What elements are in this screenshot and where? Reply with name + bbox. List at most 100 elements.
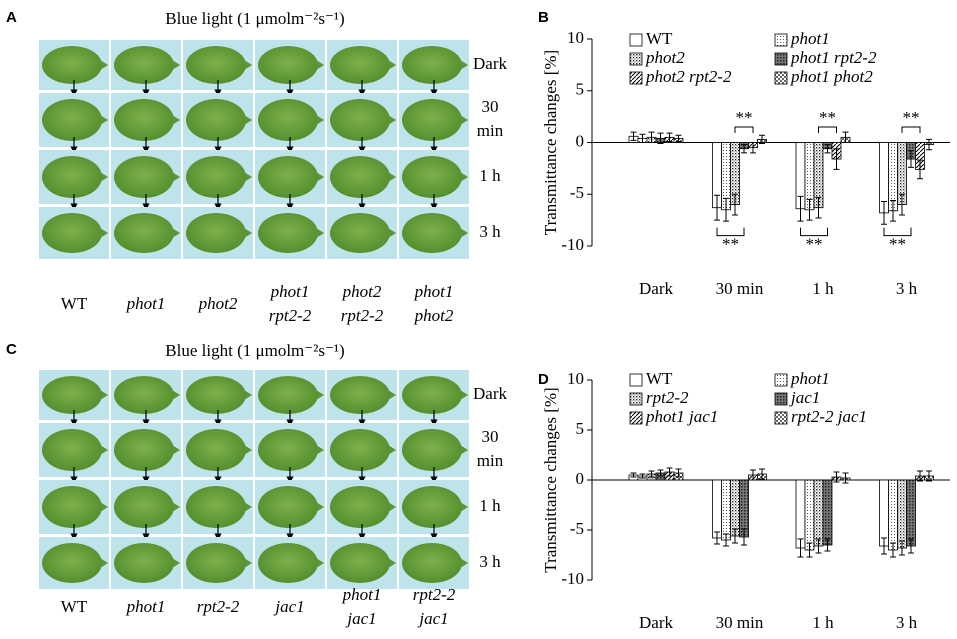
- leaf-tip: [100, 558, 108, 568]
- leaf-tip: [388, 445, 396, 455]
- leaf: [258, 156, 318, 198]
- leaf-tip: [244, 115, 252, 125]
- leaf-tip: [172, 445, 180, 455]
- leaf: [186, 486, 246, 528]
- leaf-tip: [388, 228, 396, 238]
- error-bar: [917, 159, 923, 180]
- significance-bracket: [734, 126, 754, 133]
- legend-label: phot1: [790, 29, 830, 48]
- leaf: [330, 99, 390, 141]
- leaf: [402, 99, 462, 141]
- legend-swatch: [774, 52, 788, 66]
- genotype-label: rpt2-2: [197, 597, 240, 616]
- x-tick-label: 1 h: [812, 279, 834, 298]
- leaf: [402, 376, 462, 414]
- legend-label: phot1 rpt2-2: [790, 48, 877, 67]
- error-bar: [675, 468, 682, 478]
- y-tick-label: 10: [567, 369, 584, 388]
- leaf: [42, 213, 102, 253]
- leaf: [186, 429, 246, 471]
- legend-label: phot2 rpt2-2: [645, 67, 732, 86]
- x-tick-label: 3 h: [896, 279, 918, 298]
- error-bar: [666, 132, 673, 142]
- leaf: [186, 213, 246, 253]
- leaf: [186, 99, 246, 141]
- legend-label: WT: [646, 369, 673, 388]
- leaf: [114, 429, 174, 471]
- row-label: 30: [482, 427, 499, 446]
- legend-swatch: [774, 33, 788, 47]
- leaf: [42, 156, 102, 198]
- leaf: [258, 376, 318, 414]
- bar: [879, 479, 889, 547]
- error-bar: [648, 470, 655, 478]
- error-bar: [741, 528, 747, 546]
- genotype-label: phot1: [126, 294, 166, 313]
- leaf-tip: [460, 445, 468, 455]
- legend-label: phot1 phot2: [790, 67, 873, 86]
- error-bar: [890, 542, 896, 558]
- leaf-tip: [316, 390, 324, 400]
- error-bar: [815, 538, 822, 554]
- y-tick-label: 5: [576, 80, 585, 99]
- leaf: [186, 376, 246, 414]
- panel-letter: A: [6, 9, 17, 26]
- error-bar: [630, 131, 637, 141]
- error-bar: [723, 533, 729, 547]
- leaf-tip: [100, 115, 108, 125]
- leaf-tip: [316, 172, 324, 182]
- bar: [721, 479, 731, 541]
- error-bar: [842, 472, 849, 484]
- leaf-tip: [172, 502, 180, 512]
- leaf-tip: [172, 115, 180, 125]
- leaf-tip: [460, 115, 468, 125]
- legend-swatch: [629, 411, 643, 425]
- significance-label: **: [819, 108, 836, 127]
- error-bar: [759, 468, 765, 480]
- bar: [795, 479, 806, 549]
- panel-letter: B: [538, 9, 549, 26]
- genotype-label: phot2: [342, 282, 382, 301]
- leaf: [114, 376, 174, 414]
- significance-bracket: [800, 227, 828, 237]
- leaf: [402, 46, 462, 84]
- error-bar: [908, 538, 914, 554]
- leaf-tip: [388, 172, 396, 182]
- panel-letter: D: [538, 371, 549, 388]
- leaf: [402, 543, 462, 583]
- error-bar: [723, 197, 729, 222]
- error-bar: [732, 193, 738, 216]
- leaf-tip: [244, 445, 252, 455]
- error-bar: [759, 134, 765, 145]
- leaf: [114, 156, 174, 198]
- leaf-tip: [244, 172, 252, 182]
- leaf-tip: [172, 390, 180, 400]
- legend-swatch: [774, 71, 788, 85]
- panel-letter: C: [6, 341, 17, 358]
- error-bar: [630, 472, 637, 478]
- leaf: [330, 429, 390, 471]
- legend-swatch: [629, 392, 643, 406]
- row-label: 3 h: [479, 222, 501, 241]
- y-tick-label: 0: [576, 131, 585, 150]
- error-bar: [833, 148, 840, 170]
- error-bar: [890, 199, 896, 222]
- x-tick-label: 30 min: [716, 613, 764, 632]
- leaf-tip: [460, 228, 468, 238]
- x-tick-label: Dark: [639, 613, 673, 632]
- leaf: [258, 429, 318, 471]
- leaf-tip: [244, 558, 252, 568]
- leaf: [258, 46, 318, 84]
- leaf-tip: [100, 445, 108, 455]
- x-tick-label: Dark: [639, 279, 673, 298]
- error-bar: [926, 138, 932, 151]
- leaf-tip: [460, 172, 468, 182]
- bar: [822, 479, 833, 546]
- error-bar: [806, 198, 813, 221]
- leaf-tip: [100, 390, 108, 400]
- genotype-label: rpt2-2: [269, 306, 312, 325]
- bar: [739, 479, 749, 538]
- significance-label: **: [889, 235, 906, 254]
- leaf-tip: [172, 60, 180, 70]
- error-bar: [657, 132, 664, 145]
